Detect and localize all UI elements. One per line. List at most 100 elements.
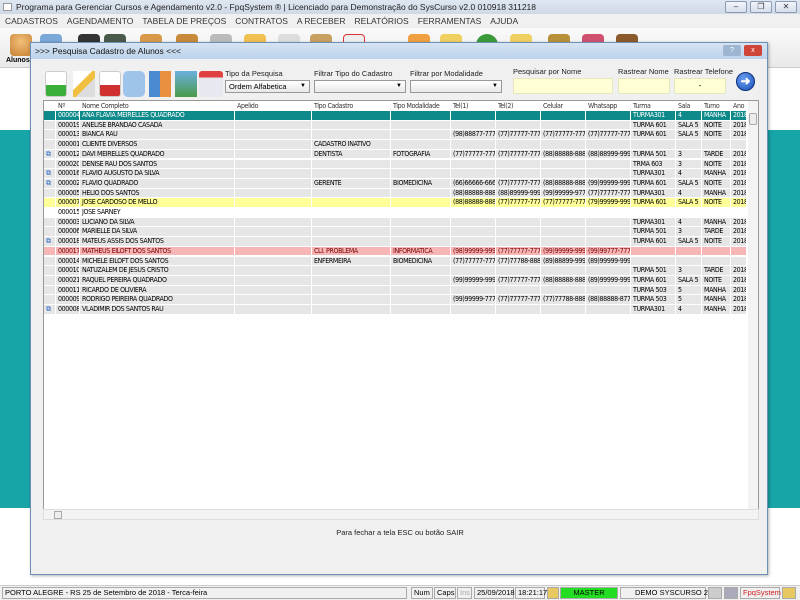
table-cell: (98)99999-9997 (451, 246, 496, 257)
horizontal-scrollbar[interactable] (43, 509, 759, 520)
scroll-thumb[interactable] (749, 113, 757, 125)
link-icon: ⧉ (44, 305, 56, 315)
menu-ajuda[interactable]: AJUDA (490, 16, 519, 26)
delete-icon[interactable] (99, 71, 121, 97)
column-header[interactable] (44, 101, 56, 111)
vertical-scrollbar[interactable] (748, 101, 758, 509)
help-button[interactable]: ? (723, 45, 741, 56)
table-row[interactable]: 000017 MATHEUS EILOFT DOS SANTOS CLI. PROB… (44, 246, 747, 257)
menu-agendamento[interactable]: AGENDAMENTO (66, 16, 134, 26)
table-cell (391, 295, 451, 305)
status-bar: PORTO ALEGRE - RS 25 de Setembro de 2018… (0, 585, 800, 600)
table-cell: BIOMEDICINA (391, 256, 451, 267)
table-cell: SALA 5 (676, 198, 702, 208)
pesquisar-nome-input[interactable] (513, 78, 613, 94)
alunos-grid[interactable]: Nº Nome Completo Apelido Tipo Cadastro Tipo … (43, 100, 759, 510)
contacts-icon[interactable] (149, 71, 171, 97)
close-dialog-button[interactable]: x (744, 45, 762, 56)
table-cell (702, 208, 731, 218)
email-icon[interactable] (199, 71, 223, 97)
table-row[interactable]: ⧉ 000002 FLAVIO QUADRADO GERENTE BIOMEDICINA… (44, 178, 747, 189)
table-row[interactable]: ⧉ 000012 DAVI MEIRELLES QUADRADO DENTISTA FO… (44, 149, 747, 160)
table-cell: 3 (676, 149, 702, 160)
scroll-thumb[interactable] (54, 511, 62, 519)
table-cell: 3 (676, 159, 702, 170)
modalidade-select[interactable]: ▼ (410, 80, 502, 93)
table-row[interactable]: 000014 MICHELE EILOFT DOS SANTOS ENFERMEIR… (44, 256, 747, 267)
table-row[interactable]: 000010 NATUZALEM DE JESUS CRISTO TURMA 501… (44, 266, 747, 276)
table-row[interactable]: 000021 RAQUEL PEREIRA QUADRADO (99)99999-9… (44, 275, 747, 286)
tipo-pesquisa-select[interactable]: Ordem Alfabetica ▼ (225, 80, 310, 93)
table-cell: INFORMATICA (391, 246, 451, 257)
add-icon[interactable] (45, 71, 67, 97)
column-header[interactable]: Apelido (235, 101, 312, 111)
tipo-cadastro-select[interactable]: ▼ (314, 80, 406, 93)
rastrear-nome-input[interactable] (618, 78, 670, 94)
table-row[interactable]: 000006 MARIELLE DA SILVA TURMA 501 3 TARDE 20… (44, 227, 747, 238)
table-row[interactable]: 000003 LUCIANO DA SILVA TURMA301 4 MANHÃ 2018 (44, 217, 747, 228)
table-cell: (77)77777-7777 (451, 149, 496, 160)
table-cell: 000019 (56, 120, 80, 131)
menu-contratos[interactable]: CONTRATOS (235, 16, 288, 26)
info-icon (782, 587, 796, 599)
table-row[interactable]: 000009 RODRIGO PEIREIRA QUADRADO (99)99999… (44, 295, 747, 305)
column-header[interactable]: Sala (676, 101, 702, 111)
table-cell: MANHÃ (702, 305, 731, 315)
table-row[interactable]: 000007 JOSE CARDOSO DE MELLO (88)88888-888… (44, 198, 747, 208)
column-header[interactable]: Nº (56, 101, 80, 111)
column-header[interactable]: Tipo Cadastro (312, 101, 391, 111)
column-header[interactable]: Turma (631, 101, 676, 111)
row-indicator (44, 140, 56, 150)
table-cell (235, 217, 312, 228)
column-header[interactable]: Whatsapp (586, 101, 631, 111)
column-header[interactable]: Nome Completo (80, 101, 235, 111)
table-cell: 000008 (56, 305, 80, 315)
table-row[interactable]: 000005 HELIO DOS SANTOS (88)88888-8888 (88)… (44, 188, 747, 199)
table-row[interactable]: 000004 ANA FLAVIA MEIRELLES QUADRADO TURMA… (44, 111, 747, 121)
menu-a-receber[interactable]: A RECEBER (296, 16, 346, 26)
table-cell: MICHELE EILOFT DOS SANTOS (80, 256, 235, 267)
column-header[interactable]: Celular (541, 101, 586, 111)
menu-cadastros[interactable]: CADASTROS (5, 16, 58, 26)
table-cell: 2018 (731, 188, 747, 199)
minimize-button[interactable]: – (725, 1, 747, 13)
column-header[interactable]: Tel(2) (496, 101, 541, 111)
image-icon[interactable] (175, 71, 197, 97)
table-row[interactable]: ⧉ 000018 MATEUS ASSIS DOS SANTOS TURMA 601 S… (44, 237, 747, 247)
column-header[interactable]: Tel(1) (451, 101, 496, 111)
table-row[interactable]: ⧉ 000016 FLAVIO AUGUSTO DA SILVA TURMA301 4 M… (44, 169, 747, 179)
arrow-right-icon[interactable]: ➜ (736, 72, 755, 91)
column-header[interactable]: Ano (731, 101, 747, 111)
table-cell (541, 237, 586, 247)
table-cell: 000002 (56, 178, 80, 189)
edit-icon[interactable] (73, 71, 95, 97)
menu-relatorios[interactable]: RELATÓRIOS (354, 16, 409, 26)
restore-button[interactable]: ❐ (750, 1, 772, 13)
table-row[interactable]: 000013 BIANCA RAU (98)88877-7777 (77)77777-… (44, 130, 747, 141)
table-cell (391, 188, 451, 199)
table-cell: (88)88888-8888 (541, 149, 586, 160)
table-row[interactable]: ⧉ 000008 VLADIMIR DOS SANTOS RAU TURMA301 4 M… (44, 305, 747, 315)
table-row[interactable]: 000001 CLIENTE DIVERSOS CADASTRO INATIVO (44, 140, 747, 150)
table-row[interactable]: 000011 RICARDO DE OLIVIERA TURMA 503 5 MANHÃ… (44, 285, 747, 296)
table-row[interactable]: 000020 DENISE RAU DOS SANTOS TRMA 603 3 NOIT… (44, 159, 747, 170)
close-window-button[interactable]: ✕ (775, 1, 797, 13)
rastrear-telefone-input[interactable]: - (674, 78, 726, 94)
print-icon[interactable] (123, 71, 145, 97)
table-cell (391, 169, 451, 179)
table-cell: DAVI MEIRELLES QUADRADO (80, 149, 235, 160)
table-cell (312, 237, 391, 247)
status-ins: Ins (457, 587, 472, 599)
app-title: Programa para Gerenciar Cursos e Agendam… (16, 2, 537, 12)
column-header[interactable]: Tipo Modalidade (391, 101, 451, 111)
table-cell: (77)77777-7777 (496, 198, 541, 208)
menu-ferramentas[interactable]: FERRAMENTAS (417, 16, 482, 26)
table-row[interactable]: 000019 ANELISE BRANDAO CASADA TURMA 601 SAL… (44, 120, 747, 131)
alunos-icon[interactable] (10, 34, 32, 56)
alunos-label[interactable]: Alunos (6, 57, 30, 64)
table-cell (312, 305, 391, 315)
column-header[interactable]: Turno (702, 101, 731, 111)
menu-tabela-precos[interactable]: TABELA DE PREÇOS (142, 16, 227, 26)
table-cell: 000021 (56, 275, 80, 286)
table-row[interactable]: 000015 JOSE SARNEY (44, 208, 747, 218)
